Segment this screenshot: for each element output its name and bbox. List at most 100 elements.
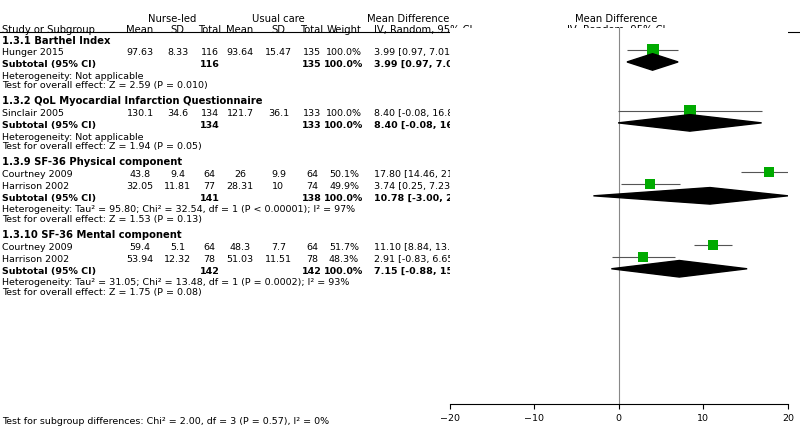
- Text: 11.51: 11.51: [265, 255, 292, 264]
- Text: SD: SD: [170, 25, 185, 35]
- Text: 7.15 [-0.88, 15.17]: 7.15 [-0.88, 15.17]: [374, 267, 475, 276]
- Text: 28.31: 28.31: [226, 182, 254, 191]
- Text: SD: SD: [271, 25, 286, 35]
- Text: 133: 133: [303, 109, 321, 118]
- Text: 3.74 [0.25, 7.23]: 3.74 [0.25, 7.23]: [374, 182, 454, 191]
- Text: 100.0%: 100.0%: [324, 60, 364, 69]
- Text: 116: 116: [200, 60, 219, 69]
- Polygon shape: [618, 114, 762, 131]
- Text: 32.05: 32.05: [126, 182, 154, 191]
- Text: Subtotal (95% CI): Subtotal (95% CI): [2, 267, 96, 276]
- Polygon shape: [611, 260, 747, 277]
- Text: Test for overall effect: Z = 1.75 (P = 0.08): Test for overall effect: Z = 1.75 (P = 0…: [2, 288, 202, 297]
- Text: Test for overall effect: Z = 1.94 (P = 0.05): Test for overall effect: Z = 1.94 (P = 0…: [2, 142, 202, 151]
- Text: 116: 116: [201, 48, 218, 57]
- Text: Harrison 2002: Harrison 2002: [2, 255, 69, 264]
- Text: IV, Random, 95% CI: IV, Random, 95% CI: [567, 25, 665, 35]
- Text: 49.9%: 49.9%: [329, 182, 359, 191]
- Text: 9.9: 9.9: [271, 170, 286, 179]
- Text: Heterogeneity: Tau² = 95.80; Chi² = 32.54, df = 1 (P < 0.00001); I² = 97%: Heterogeneity: Tau² = 95.80; Chi² = 32.5…: [2, 205, 354, 215]
- Text: Mean: Mean: [126, 25, 154, 35]
- Text: 9.4: 9.4: [170, 170, 185, 179]
- Text: 64: 64: [306, 243, 318, 252]
- Text: Heterogeneity: Tau² = 31.05; Chi² = 13.48, df = 1 (P = 0.0002); I² = 93%: Heterogeneity: Tau² = 31.05; Chi² = 13.4…: [2, 278, 349, 288]
- Text: 97.63: 97.63: [126, 48, 154, 57]
- Text: Total: Total: [198, 25, 221, 35]
- Polygon shape: [627, 54, 678, 70]
- Text: Nurse-led: Nurse-led: [148, 14, 196, 24]
- Text: 135: 135: [302, 60, 322, 69]
- Text: Heterogeneity: Not applicable: Heterogeneity: Not applicable: [2, 72, 143, 80]
- Text: 142: 142: [200, 267, 219, 276]
- Text: IV, Random, 95% CI: IV, Random, 95% CI: [374, 25, 473, 35]
- Text: Courtney 2009: Courtney 2009: [2, 170, 72, 179]
- Text: 59.4: 59.4: [130, 243, 150, 252]
- Text: Sinclair 2005: Sinclair 2005: [2, 109, 64, 118]
- Text: 64: 64: [204, 243, 216, 252]
- Text: 10.78 [-3.00, 24.56]: 10.78 [-3.00, 24.56]: [374, 194, 481, 203]
- Text: 51.03: 51.03: [226, 255, 254, 264]
- Text: Study or Subgroup: Study or Subgroup: [2, 25, 94, 35]
- Text: 10: 10: [272, 182, 285, 191]
- Text: Test for overall effect: Z = 1.53 (P = 0.13): Test for overall effect: Z = 1.53 (P = 0…: [2, 215, 202, 224]
- Text: 12.32: 12.32: [164, 255, 191, 264]
- Text: 100.0%: 100.0%: [324, 194, 364, 203]
- Text: 78: 78: [306, 255, 318, 264]
- Text: 11.81: 11.81: [164, 182, 191, 191]
- Text: 74: 74: [306, 182, 318, 191]
- Polygon shape: [594, 187, 788, 204]
- Text: 134: 134: [201, 109, 218, 118]
- Text: Subtotal (95% CI): Subtotal (95% CI): [2, 121, 96, 130]
- Text: 15.47: 15.47: [265, 48, 292, 57]
- Text: 134: 134: [200, 121, 219, 130]
- Text: Courtney 2009: Courtney 2009: [2, 243, 72, 252]
- Text: 133: 133: [302, 121, 322, 130]
- Text: 141: 141: [200, 194, 219, 203]
- Text: 93.64: 93.64: [226, 48, 254, 57]
- Text: 8.40 [-0.08, 16.88]: 8.40 [-0.08, 16.88]: [374, 121, 475, 130]
- Text: 48.3%: 48.3%: [329, 255, 359, 264]
- Text: 5.1: 5.1: [170, 243, 185, 252]
- Text: 43.8: 43.8: [130, 170, 150, 179]
- Text: Heterogeneity: Not applicable: Heterogeneity: Not applicable: [2, 132, 143, 142]
- Text: 53.94: 53.94: [126, 255, 154, 264]
- Text: 135: 135: [303, 48, 321, 57]
- Text: 77: 77: [204, 182, 216, 191]
- Text: Harrison 2002: Harrison 2002: [2, 182, 69, 191]
- Text: Subtotal (95% CI): Subtotal (95% CI): [2, 194, 96, 203]
- Text: 100.0%: 100.0%: [326, 48, 362, 57]
- Text: 142: 142: [302, 267, 322, 276]
- Text: Weight: Weight: [326, 25, 362, 35]
- Text: 130.1: 130.1: [126, 109, 154, 118]
- Text: 64: 64: [204, 170, 216, 179]
- Text: 36.1: 36.1: [268, 109, 289, 118]
- Text: 121.7: 121.7: [226, 109, 254, 118]
- Text: 64: 64: [306, 170, 318, 179]
- Text: 78: 78: [204, 255, 216, 264]
- Text: 100.0%: 100.0%: [326, 109, 362, 118]
- Text: 138: 138: [302, 194, 322, 203]
- Text: Hunger 2015: Hunger 2015: [2, 48, 63, 57]
- Text: Mean Difference: Mean Difference: [575, 14, 657, 24]
- Text: 1.3.2 QoL Myocardial Infarction Questionnaire: 1.3.2 QoL Myocardial Infarction Question…: [2, 97, 262, 107]
- Text: Usual care: Usual care: [252, 14, 305, 24]
- Text: 8.40 [-0.08, 16.88]: 8.40 [-0.08, 16.88]: [374, 109, 463, 118]
- Text: Subtotal (95% CI): Subtotal (95% CI): [2, 60, 96, 69]
- Text: Mean: Mean: [226, 25, 254, 35]
- Text: 1.3.10 SF-36 Mental component: 1.3.10 SF-36 Mental component: [2, 230, 182, 240]
- Text: 7.7: 7.7: [271, 243, 286, 252]
- Text: Mean Difference: Mean Difference: [367, 14, 449, 24]
- Text: 51.7%: 51.7%: [329, 243, 359, 252]
- Text: 3.99 [0.97, 7.01]: 3.99 [0.97, 7.01]: [374, 60, 464, 69]
- Text: Test for subgroup differences: Chi² = 2.00, df = 3 (P = 0.57), I² = 0%: Test for subgroup differences: Chi² = 2.…: [2, 417, 329, 426]
- Text: 50.1%: 50.1%: [329, 170, 359, 179]
- Text: Test for overall effect: Z = 2.59 (P = 0.010): Test for overall effect: Z = 2.59 (P = 0…: [2, 81, 207, 90]
- Text: 2.91 [-0.83, 6.65]: 2.91 [-0.83, 6.65]: [374, 255, 458, 264]
- Text: 11.10 [8.84, 13.36]: 11.10 [8.84, 13.36]: [374, 243, 466, 252]
- Text: 8.33: 8.33: [167, 48, 188, 57]
- Text: 17.80 [14.46, 21.14]: 17.80 [14.46, 21.14]: [374, 170, 472, 179]
- Text: 1.3.9 SF-36 Physical component: 1.3.9 SF-36 Physical component: [2, 157, 182, 167]
- Text: 3.99 [0.97, 7.01]: 3.99 [0.97, 7.01]: [374, 48, 454, 57]
- Text: 26: 26: [234, 170, 246, 179]
- Text: 48.3: 48.3: [230, 243, 250, 252]
